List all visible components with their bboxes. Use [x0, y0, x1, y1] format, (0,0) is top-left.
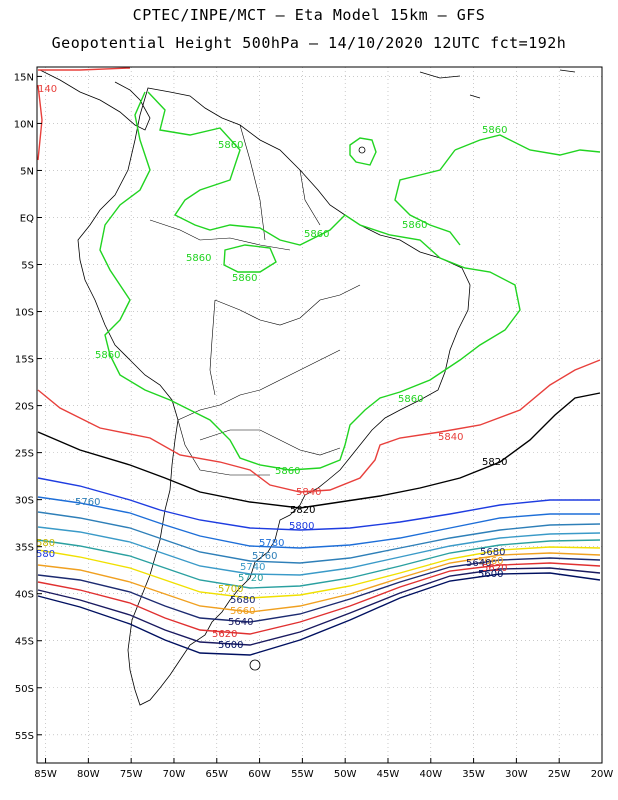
- contour-5840-north: [37, 67, 131, 161]
- contour-label: 5840: [438, 432, 463, 443]
- contour-layer: [37, 67, 601, 656]
- contour-5860-main: [99, 91, 521, 471]
- contour-5860-north: [394, 134, 601, 246]
- island-trindade: [358, 146, 366, 154]
- contour-label: 5600: [478, 569, 503, 580]
- contour-label: 5860: [304, 229, 329, 240]
- lat-tick-label: 30S: [15, 496, 34, 507]
- lon-tick-label: 50W: [334, 769, 357, 780]
- lat-tick-label: 50S: [15, 684, 34, 695]
- lat-tick-label: 5S: [21, 261, 34, 272]
- contour-label: 5680: [480, 547, 505, 558]
- map-title-line2: Geopotential Height 500hPa – 14/10/2020 …: [51, 34, 567, 52]
- map-gridlines: [37, 67, 603, 763]
- contour-label: 5860: [275, 466, 300, 477]
- contour-label: 5860: [398, 394, 423, 405]
- contour-label: 5640: [228, 617, 253, 628]
- contour-5700: [37, 546, 601, 599]
- country-borders: [149, 124, 361, 476]
- lat-tick-label: 35S: [15, 543, 34, 554]
- contour-5800: [37, 477, 600, 531]
- lon-tick-label: 85W: [34, 769, 57, 780]
- lon-tick-label: 75W: [120, 769, 143, 780]
- contour-5840-main: [37, 359, 601, 493]
- contour-label: 5760: [252, 551, 277, 562]
- contour-label: 580: [36, 538, 55, 549]
- lat-tick-label: 15S: [15, 355, 34, 366]
- contour-5720: [37, 539, 601, 589]
- contour-label: 5860: [232, 273, 257, 284]
- contour-5860-loop2: [223, 244, 277, 273]
- contour-label: 5740: [240, 562, 265, 573]
- lat-tick-label: 45S: [15, 637, 34, 648]
- lon-tick-label: 25W: [548, 769, 571, 780]
- contour-5640: [37, 562, 601, 635]
- contour-label: 5660: [478, 556, 503, 567]
- contour-label: 5820: [482, 457, 507, 468]
- south-america-coastline: [77, 87, 471, 706]
- contour-label: 5860: [482, 125, 507, 136]
- contour-label: 5760: [75, 497, 100, 508]
- contour-label: 5860: [186, 253, 211, 264]
- lat-tick-label: 25S: [15, 449, 34, 460]
- lon-tick-label: 20W: [591, 769, 614, 780]
- contour-label: 5660: [230, 606, 255, 617]
- contour-label: 5840: [296, 487, 321, 498]
- lon-tick-label: 40W: [419, 769, 442, 780]
- contour-5780: [37, 496, 600, 549]
- map-title-line1: CPTEC/INPE/MCT – Eta Model 15km – GFS: [132, 6, 486, 24]
- latitude-ticks: 15N 10N 5N EQ 5S 10S 15S 20S 25S 30S 35S 40S 45S 50S 5…: [14, 72, 42, 742]
- contour-label: 5860: [402, 220, 427, 231]
- contour-5600: [37, 572, 601, 656]
- contour-label: 5620: [482, 563, 507, 574]
- contour-label: 5820: [290, 505, 315, 516]
- lon-tick-label: 65W: [205, 769, 228, 780]
- contour-label: 580: [36, 549, 55, 560]
- lon-tick-label: 55W: [291, 769, 314, 780]
- contour-labels: 140 5860 5860 5860 5860 5860 5860 5860 5…: [36, 84, 507, 651]
- contour-5760: [37, 511, 601, 564]
- contour-label: 5600: [218, 640, 243, 651]
- lon-tick-label: 80W: [77, 769, 100, 780]
- lat-tick-label: 20S: [15, 402, 34, 413]
- contour-5820: [37, 392, 601, 509]
- contour-label: 5680: [230, 595, 255, 606]
- contour-label: 5860: [95, 350, 120, 361]
- lat-tick-label: 10S: [15, 308, 34, 319]
- central-america-coastline: [39, 69, 151, 131]
- lat-tick-label: 55S: [15, 731, 34, 742]
- lon-tick-label: 35W: [462, 769, 485, 780]
- contour-5660: [37, 557, 601, 623]
- contour-label: 5700: [218, 584, 243, 595]
- lat-tick-label: 40S: [15, 590, 34, 601]
- contour-5620: [37, 567, 601, 646]
- contour-label: 140: [38, 84, 57, 95]
- contour-5680: [37, 552, 601, 613]
- lon-tick-label: 45W: [377, 769, 400, 780]
- longitude-ticks: 85W 80W 75W 70W 65W 60W 55W 50W 45W 40W 35W 30W 25W 2…: [34, 758, 613, 780]
- contour-5860-loop: [349, 137, 377, 166]
- lat-tick-label: EQ: [20, 213, 34, 224]
- contour-label: 5860: [218, 140, 243, 151]
- lon-tick-label: 30W: [505, 769, 528, 780]
- caribbean-islands: [419, 69, 576, 99]
- lat-tick-label: 15N: [14, 72, 34, 83]
- contour-label: 5780: [259, 538, 284, 549]
- coastline-layer: [39, 69, 576, 706]
- contour-5740: [37, 526, 601, 576]
- contour-label: 5640: [466, 558, 491, 569]
- map-frame: [36, 66, 603, 764]
- contour-label: 5800: [289, 521, 314, 532]
- island-falklands: [249, 659, 261, 671]
- contour-label: 5720: [238, 573, 263, 584]
- contour-label: 5620: [212, 629, 237, 640]
- lat-tick-label: 10N: [14, 119, 34, 130]
- lat-tick-label: 5N: [20, 166, 34, 177]
- lon-tick-label: 70W: [163, 769, 186, 780]
- lon-tick-label: 60W: [248, 769, 271, 780]
